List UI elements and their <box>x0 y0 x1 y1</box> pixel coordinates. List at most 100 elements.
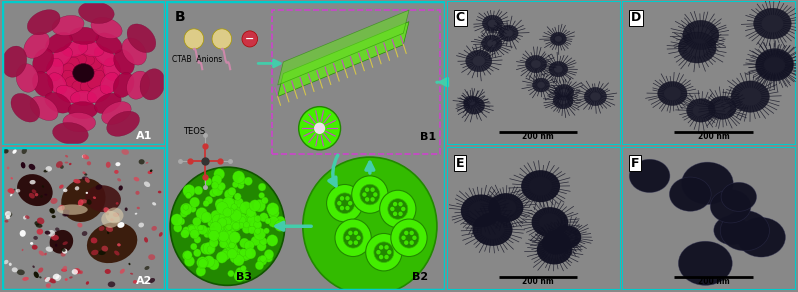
Circle shape <box>203 231 211 238</box>
Ellipse shape <box>3 260 9 264</box>
Circle shape <box>196 266 206 276</box>
Circle shape <box>198 225 203 231</box>
Ellipse shape <box>127 71 149 99</box>
Circle shape <box>721 182 757 211</box>
Circle shape <box>354 231 358 235</box>
Ellipse shape <box>52 15 84 36</box>
Ellipse shape <box>56 161 63 168</box>
Ellipse shape <box>45 277 50 282</box>
Circle shape <box>683 20 719 50</box>
Ellipse shape <box>87 222 137 263</box>
Circle shape <box>216 225 224 233</box>
Circle shape <box>209 216 215 223</box>
Ellipse shape <box>81 199 87 204</box>
Circle shape <box>187 224 196 234</box>
Circle shape <box>354 240 358 245</box>
Circle shape <box>212 185 223 196</box>
Circle shape <box>267 235 278 246</box>
Circle shape <box>223 217 235 230</box>
Circle shape <box>348 231 353 235</box>
Ellipse shape <box>135 213 137 215</box>
Circle shape <box>235 267 245 277</box>
Circle shape <box>380 190 416 228</box>
Circle shape <box>298 107 341 150</box>
Ellipse shape <box>61 248 65 252</box>
Ellipse shape <box>82 155 86 158</box>
Ellipse shape <box>30 180 36 185</box>
Circle shape <box>205 227 211 234</box>
Circle shape <box>227 249 237 259</box>
Ellipse shape <box>37 229 43 235</box>
Ellipse shape <box>85 192 88 194</box>
Ellipse shape <box>98 250 105 255</box>
Ellipse shape <box>86 281 89 285</box>
Circle shape <box>352 176 388 213</box>
Ellipse shape <box>57 204 88 215</box>
Circle shape <box>401 207 405 211</box>
Circle shape <box>391 219 427 256</box>
Ellipse shape <box>52 215 56 218</box>
Circle shape <box>216 251 227 263</box>
Circle shape <box>373 242 394 263</box>
Ellipse shape <box>113 213 119 217</box>
Circle shape <box>398 202 403 206</box>
Ellipse shape <box>79 270 83 274</box>
Circle shape <box>213 227 223 237</box>
Circle shape <box>267 203 279 215</box>
Circle shape <box>194 236 201 243</box>
Ellipse shape <box>152 226 157 231</box>
Ellipse shape <box>32 245 38 250</box>
Circle shape <box>224 225 231 231</box>
Ellipse shape <box>45 166 52 171</box>
Circle shape <box>223 209 229 215</box>
Circle shape <box>239 250 251 261</box>
Polygon shape <box>278 22 409 97</box>
Circle shape <box>214 168 224 180</box>
Circle shape <box>710 190 751 223</box>
Circle shape <box>226 214 236 225</box>
Ellipse shape <box>101 102 131 124</box>
Ellipse shape <box>87 85 111 103</box>
Circle shape <box>234 193 241 200</box>
Circle shape <box>228 187 236 196</box>
Circle shape <box>228 222 235 229</box>
Circle shape <box>190 230 199 239</box>
Circle shape <box>219 213 230 223</box>
Ellipse shape <box>13 189 15 191</box>
Ellipse shape <box>17 174 53 206</box>
Circle shape <box>240 201 252 214</box>
Ellipse shape <box>45 231 50 235</box>
Ellipse shape <box>72 269 78 274</box>
Circle shape <box>409 231 414 235</box>
Bar <box>2 1 165 145</box>
Circle shape <box>537 235 572 265</box>
Circle shape <box>255 261 263 270</box>
Circle shape <box>200 243 211 254</box>
Circle shape <box>231 210 242 221</box>
Circle shape <box>222 238 234 250</box>
Ellipse shape <box>91 18 122 39</box>
Circle shape <box>362 192 366 197</box>
Circle shape <box>222 206 228 213</box>
Ellipse shape <box>72 54 95 67</box>
Circle shape <box>686 99 715 122</box>
Circle shape <box>678 32 716 63</box>
Circle shape <box>203 242 215 255</box>
Circle shape <box>249 200 260 211</box>
Circle shape <box>187 226 194 233</box>
Circle shape <box>409 240 414 245</box>
Circle shape <box>234 270 245 282</box>
Circle shape <box>192 217 201 226</box>
Circle shape <box>220 218 231 230</box>
Ellipse shape <box>120 269 124 274</box>
Circle shape <box>229 212 239 222</box>
Ellipse shape <box>117 178 121 181</box>
Circle shape <box>178 218 185 225</box>
Ellipse shape <box>106 162 111 168</box>
Circle shape <box>365 187 369 192</box>
Ellipse shape <box>6 215 10 219</box>
Circle shape <box>181 229 189 238</box>
Circle shape <box>209 238 219 247</box>
Circle shape <box>482 35 502 52</box>
Circle shape <box>218 218 223 225</box>
